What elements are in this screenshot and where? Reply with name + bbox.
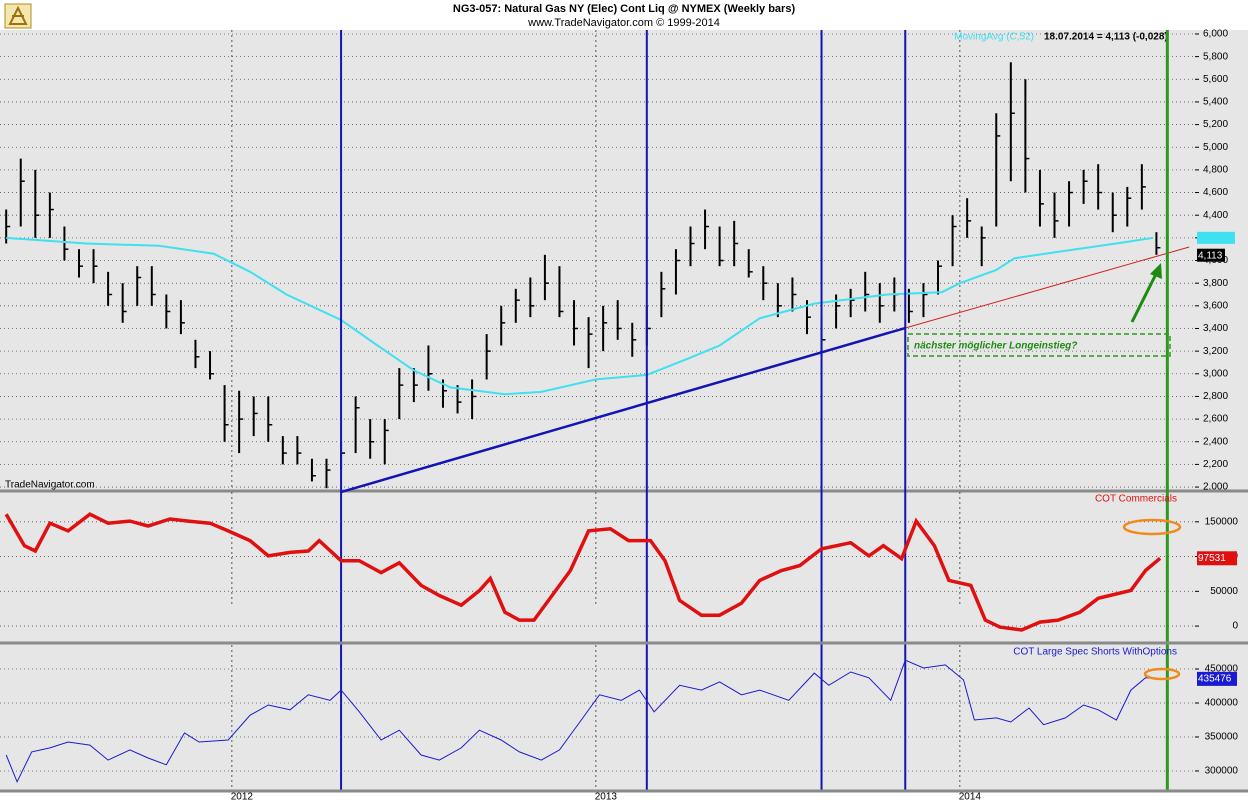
y-tick-label: 6,000	[1203, 29, 1228, 40]
y-tick-label: 300000	[1205, 766, 1239, 777]
y-tick-label: 5,600	[1203, 74, 1228, 85]
chart-subtitle: www.TradeNavigator.com © 1999-2014	[527, 17, 720, 29]
y-tick-label: 150000	[1205, 516, 1239, 527]
logo	[4, 3, 32, 29]
series-line	[5, 659, 1161, 784]
value-tag-label: 4,113	[1198, 250, 1223, 261]
annotation-arrow	[1130, 271, 1159, 323]
y-tick-label: 5,800	[1203, 51, 1228, 62]
highlight-ellipse	[1143, 667, 1181, 681]
annotation: nächster möglicher Longeinstieg?	[907, 263, 1171, 357]
y-tick-label: 4,800	[1203, 165, 1228, 176]
moving-average	[6, 236, 1153, 396]
y-tick-label: 5,000	[1203, 142, 1228, 153]
y-tick-label: 4,600	[1203, 187, 1228, 198]
watermark: TradeNavigator.com	[5, 480, 95, 491]
trendline	[905, 246, 1190, 329]
readout: 18.07.2014 = 4,113 (-0,028)	[1044, 32, 1168, 43]
trendline	[340, 326, 906, 494]
legend-label: COT Commercials	[1095, 494, 1177, 505]
legend-label: MovingAvg (C,52)	[954, 32, 1034, 43]
y-tick-label: 5,400	[1203, 97, 1228, 108]
y-tick-label: 450000	[1205, 664, 1239, 675]
series-line	[4, 512, 1162, 632]
y-tick-label: 2,200	[1203, 459, 1228, 470]
y-tick-label: 3,600	[1203, 300, 1228, 311]
x-tick-label: 2013	[595, 792, 618, 803]
value-tag	[1197, 231, 1235, 244]
y-tick-label: 2,800	[1203, 391, 1228, 402]
chart-title: NG3-057: Natural Gas NY (Elec) Cont Liq …	[453, 3, 796, 15]
value-tag-label: 435476	[1198, 674, 1232, 685]
y-tick-label: 5,200	[1203, 119, 1228, 130]
value-tag	[1197, 671, 1237, 686]
highlight-ellipse	[1122, 518, 1182, 536]
legend-label: COT Large Spec Shorts WithOptions	[1013, 647, 1177, 658]
axis-background	[1196, 30, 1248, 790]
value-tag	[1197, 248, 1225, 262]
plot-background	[0, 30, 1196, 790]
y-tick-label: 3,200	[1203, 346, 1228, 357]
value-tag	[1197, 551, 1237, 566]
annotation-arrowhead	[1150, 263, 1162, 279]
y-tick-label: 350000	[1205, 732, 1239, 743]
y-tick-label: 2,600	[1203, 414, 1228, 425]
y-tick-label: 2,400	[1203, 436, 1228, 447]
y-tick-label: 4,400	[1203, 210, 1228, 221]
annotation-box	[907, 333, 1171, 357]
x-tick-label: 2014	[959, 792, 982, 803]
y-tick-label: 50000	[1210, 586, 1238, 597]
y-tick-label: 3,000	[1203, 368, 1228, 379]
x-tick-label: 2012	[231, 792, 254, 803]
y-tick-label: 3,400	[1203, 323, 1228, 334]
y-tick-label: 2,000	[1203, 482, 1228, 493]
y-tick-label: 400000	[1205, 698, 1239, 709]
y-tick-label: 0	[1232, 621, 1238, 632]
y-tick-label: 3,800	[1203, 278, 1228, 289]
annotation-text: nächster möglicher Longeinstieg?	[914, 341, 1077, 352]
value-tag-label: 97531	[1198, 553, 1226, 564]
